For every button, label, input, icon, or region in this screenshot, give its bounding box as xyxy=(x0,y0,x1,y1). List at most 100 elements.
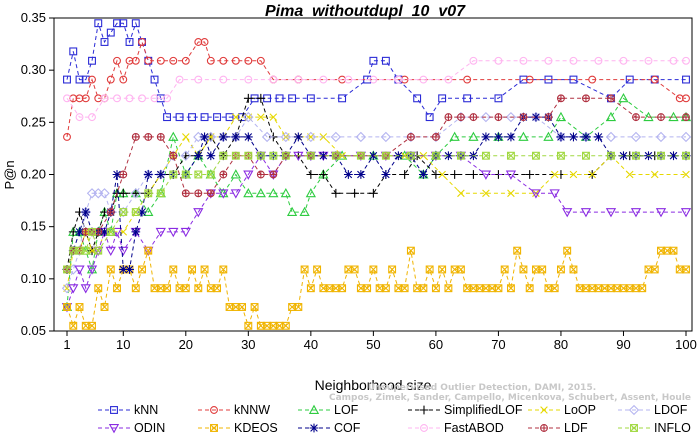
data-point-fastabod xyxy=(494,56,503,65)
data-point-ldof xyxy=(630,131,642,143)
data-point-kdeos xyxy=(569,265,578,274)
data-point-inflo xyxy=(456,151,465,160)
legend-marker-loop xyxy=(540,406,548,414)
legend-item-ldf: LDF xyxy=(528,421,588,434)
data-point-odin xyxy=(86,265,98,275)
data-point-odin xyxy=(605,208,617,218)
legend-label-fastabod: FastABOD xyxy=(444,421,504,434)
data-point-knn xyxy=(413,94,422,103)
data-point-inflo xyxy=(582,151,590,160)
data-point-lof xyxy=(468,131,479,141)
data-point-odin xyxy=(530,189,542,199)
legend-label-knnw: kNNW xyxy=(234,403,270,417)
data-point-cof xyxy=(343,170,353,179)
data-point-loop xyxy=(257,113,265,121)
data-point-fastabod xyxy=(294,75,303,84)
legend-label-ldf: LDF xyxy=(564,421,588,434)
data-point-ldof xyxy=(305,131,317,143)
data-point-loop xyxy=(569,170,578,179)
data-point-ldf xyxy=(106,208,115,217)
data-point-fastabod xyxy=(444,75,453,84)
data-point-lof xyxy=(618,92,629,103)
data-point-cof xyxy=(356,170,366,179)
series-line-cof xyxy=(66,116,686,270)
data-point-lof xyxy=(299,206,310,217)
data-point-kdeos xyxy=(369,265,378,274)
data-point-fastabod xyxy=(219,75,228,84)
data-point-inflo xyxy=(206,170,215,179)
data-point-ldof xyxy=(505,111,517,123)
data-point-lof xyxy=(286,206,298,217)
data-point-simplifiedlof xyxy=(306,170,316,179)
data-point-ldof xyxy=(280,131,292,143)
data-point-ldof xyxy=(130,188,141,199)
data-point-inflo xyxy=(219,151,228,160)
legend-marker-inflo xyxy=(630,424,638,432)
data-point-knnw xyxy=(463,75,472,84)
data-point-inflo xyxy=(607,151,615,160)
legend-marker-fastabod xyxy=(420,424,428,432)
data-point-kdeos xyxy=(238,303,247,311)
data-point-fastabod xyxy=(419,75,428,84)
data-point-odin xyxy=(243,170,254,180)
legend-item-odin: ODIN xyxy=(98,421,165,434)
data-point-cof xyxy=(594,132,603,142)
data-point-ldf xyxy=(194,189,203,198)
data-point-kdeos xyxy=(563,246,572,255)
x-tick-label: 40 xyxy=(304,337,318,352)
data-point-fastabod xyxy=(469,56,478,65)
x-axis-label: Neighborhood size xyxy=(315,377,432,393)
data-point-cof xyxy=(75,227,84,237)
data-point-ldof xyxy=(480,111,492,123)
y-axis-label: P@n xyxy=(2,160,17,189)
data-point-knn xyxy=(381,56,390,65)
series-fastabod xyxy=(63,56,690,122)
data-point-kdeos xyxy=(106,265,115,274)
data-point-ldf xyxy=(206,189,215,198)
data-point-knnw xyxy=(650,75,659,84)
data-point-cof xyxy=(243,132,253,142)
data-point-knn xyxy=(119,19,128,28)
data-point-loop xyxy=(182,133,190,141)
data-point-loop xyxy=(482,189,490,198)
data-point-cof xyxy=(193,151,203,161)
data-point-loop xyxy=(588,170,597,179)
data-point-kdeos xyxy=(669,246,678,255)
data-point-ldof xyxy=(680,131,692,143)
data-point-odin xyxy=(630,208,642,218)
data-point-kdeos xyxy=(431,284,440,293)
data-point-lof xyxy=(268,187,279,198)
y-tick-label: 0.25 xyxy=(21,114,46,129)
data-point-fastabod xyxy=(63,94,71,103)
data-point-inflo xyxy=(381,151,390,160)
data-point-knn xyxy=(131,19,140,28)
data-point-kdeos xyxy=(338,284,347,293)
legend-item-inflo: INFLO xyxy=(618,421,691,434)
data-point-odin xyxy=(480,170,492,180)
data-point-loop xyxy=(269,113,278,121)
data-point-kdeos xyxy=(525,284,534,293)
data-point-lof xyxy=(255,187,266,198)
data-point-kdeos xyxy=(138,265,146,274)
data-point-fastabod xyxy=(682,56,690,65)
data-point-cof xyxy=(81,207,91,217)
data-point-odin xyxy=(230,189,241,199)
data-point-knnw xyxy=(181,56,190,65)
data-point-knnw xyxy=(244,56,253,65)
data-point-fastabod xyxy=(150,94,159,103)
data-point-kdeos xyxy=(506,284,515,293)
data-point-inflo xyxy=(281,151,290,160)
data-point-kdeos xyxy=(513,246,522,255)
data-point-fastabod xyxy=(100,94,109,103)
data-point-odin xyxy=(193,208,204,218)
data-point-ldf xyxy=(582,94,590,103)
data-point-kdeos xyxy=(500,265,509,274)
plot-area xyxy=(61,19,692,330)
data-point-kdeos xyxy=(250,303,259,311)
data-point-odin xyxy=(549,189,560,199)
data-point-fastabod xyxy=(138,94,146,103)
data-point-inflo xyxy=(481,151,490,160)
data-point-knnw xyxy=(588,75,597,84)
data-point-knnw xyxy=(81,94,90,103)
data-point-knn xyxy=(275,94,284,103)
